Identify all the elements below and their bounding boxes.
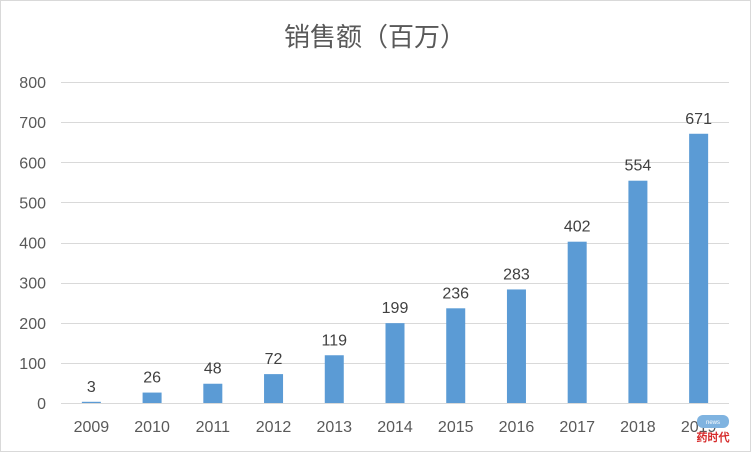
bar-2015 [446,308,466,403]
bar-2010 [142,392,162,403]
y-tick-label: 0 [37,396,46,413]
bar-2012 [264,374,284,403]
data-label-2015: 236 [442,285,469,302]
chart-title: 销售额（百万） [284,23,466,53]
y-tick-label: 800 [19,75,46,92]
x-tick-label-2015: 2015 [438,419,474,436]
x-tick-label-2014: 2014 [377,419,413,436]
x-tick-label-2017: 2017 [559,419,595,436]
bar-2016 [506,289,526,403]
watermark-badge-shape [697,415,729,428]
y-tick-label: 600 [19,155,46,172]
bar-2013 [324,355,344,403]
x-tick-label-2016: 2016 [499,419,535,436]
x-tick-label-2018: 2018 [620,419,656,436]
y-tick-label: 100 [19,356,46,373]
bar-2019 [689,133,709,404]
x-tick-label-2012: 2012 [256,419,292,436]
bar-2011 [203,383,223,403]
watermark-badge: news [706,420,720,426]
bars [81,133,709,404]
bar-2014 [385,323,405,403]
y-tick-label: 700 [19,115,46,132]
y-tick-label: 200 [19,316,46,333]
data-label-2019: 671 [685,111,712,128]
watermark-text: 药时代 [697,430,730,444]
watermark-logo: news 药时代 [697,415,730,444]
x-tick-label-2009: 2009 [74,419,110,436]
data-label-2014: 199 [382,300,409,317]
bar-2018 [628,180,648,403]
data-label-2010: 26 [143,370,161,387]
bar-2017 [567,241,587,403]
data-label-2016: 283 [503,266,530,283]
data-labels: 3 26 48 72 119 199 236 283 402 554 671 [87,111,712,396]
x-tick-label-2011: 2011 [196,419,231,436]
y-tick-label: 300 [19,276,46,293]
y-tick-label: 500 [19,195,46,212]
data-label-2017: 402 [564,219,591,236]
y-axis-ticks: 0 100 200 300 400 500 600 700 800 [19,75,46,413]
data-label-2011: 48 [204,361,222,378]
x-tick-label-2013: 2013 [316,419,352,436]
data-label-2018: 554 [625,158,652,175]
bar-2009 [81,401,101,403]
data-label-2009: 3 [87,379,96,396]
gridlines [61,82,729,404]
x-tick-label-2010: 2010 [134,419,170,436]
x-axis-ticks: 2009 2010 2011 2012 2013 2014 2015 2016 2017 2018… [74,419,717,436]
data-label-2012: 72 [265,351,283,368]
data-label-2013: 119 [322,332,348,349]
y-tick-label: 400 [19,236,46,253]
